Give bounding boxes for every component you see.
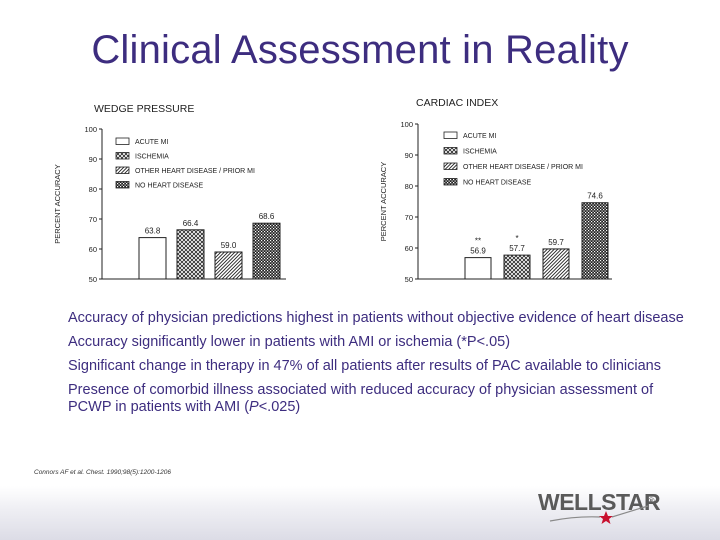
wedge-pressure-chart: WEDGE PRESSURE PERCENT ACCURACY 50 60 70 80 90… (53, 103, 286, 284)
legend-swatch (115, 181, 130, 189)
y-tick-label: 50 (89, 275, 97, 284)
legend-label: ACUTE MI (135, 139, 169, 146)
legend-swatch (443, 131, 458, 139)
bar-value-label: 59.0 (221, 241, 237, 250)
bar (252, 222, 281, 280)
significance-marker: * (515, 234, 518, 243)
y-tick-label: 90 (405, 151, 413, 160)
y-tick-label: 90 (89, 155, 97, 164)
y-axis-label: PERCENT ACCURACY (379, 162, 388, 241)
legend-label: NO HEART DISEASE (135, 183, 204, 190)
citation: Connors AF et al. Chest. 1990;98(5):1200… (34, 469, 171, 476)
y-tick-label: 100 (400, 120, 413, 129)
y-tick-label: 100 (84, 125, 97, 134)
bullet-therapy-change: Significant change in therapy in 47% of … (68, 358, 661, 374)
significance-marker: ** (475, 237, 481, 246)
legend-label: OTHER HEART DISEASE / PRIOR MI (463, 164, 583, 171)
legend-swatch (115, 152, 130, 160)
bar (138, 237, 167, 280)
bar-value-label: 63.8 (145, 227, 161, 236)
y-tick-label: 60 (89, 245, 97, 254)
bar-value-label: 57.7 (509, 244, 525, 253)
legend-swatch (443, 162, 458, 170)
logo-registered-mark: ® (648, 496, 655, 506)
bar (542, 248, 570, 280)
y-tick-label: 70 (89, 215, 97, 224)
bar-value-label: 74.6 (587, 192, 603, 201)
chart-title: CARDIAC INDEX (416, 97, 498, 109)
bar (464, 257, 492, 280)
bullet-comorbid-p: P (249, 399, 259, 415)
y-tick-label: 50 (405, 275, 413, 284)
bar (581, 202, 609, 280)
cardiac-index-chart: CARDIAC INDEX PERCENT ACCURACY 50 60 70 80 90 1… (379, 97, 612, 284)
slide-title: Clinical Assessment in Reality (91, 28, 629, 72)
legend-swatch (443, 178, 458, 186)
legend-label: ACUTE MI (463, 133, 497, 140)
legend-swatch (443, 147, 458, 155)
bar (503, 254, 531, 280)
bar-value-label: 66.4 (183, 219, 199, 228)
legend-swatch (115, 166, 130, 174)
bullet-accuracy-highest: Accuracy of physician predictions highes… (68, 310, 684, 326)
bullet-accuracy-lower: Accuracy significantly lower in patients… (68, 334, 511, 350)
legend-label: NO HEART DISEASE (463, 180, 532, 187)
star-swoosh-icon (549, 505, 649, 524)
y-tick-label: 60 (405, 244, 413, 253)
y-tick-label: 80 (89, 185, 97, 194)
y-tick-label: 80 (405, 182, 413, 191)
bullet-list: Accuracy of physician predictions highes… (68, 310, 698, 423)
y-axis-label: PERCENT ACCURACY (53, 164, 62, 243)
legend-swatch (115, 137, 130, 145)
chart-title: WEDGE PRESSURE (94, 103, 194, 115)
bullet-comorbid-pvalue: <.025) (258, 399, 301, 415)
legend-label: OTHER HEART DISEASE / PRIOR MI (135, 168, 255, 175)
logo-wordmark: WELLSTAR (538, 489, 661, 515)
legend-label: ISCHEMIA (135, 154, 169, 161)
bar (214, 251, 243, 280)
y-tick-label: 70 (405, 213, 413, 222)
footer-band (0, 486, 720, 540)
bar-value-label: 68.6 (259, 212, 275, 221)
bullet-comorbid-text: Presence of comorbid illness associated … (68, 382, 654, 415)
bar-value-label: 56.9 (470, 247, 486, 256)
bar-value-label: 59.7 (548, 238, 564, 247)
legend-label: ISCHEMIA (463, 149, 497, 156)
wellstar-logo: WELLSTAR ® (538, 489, 661, 524)
bullet-comorbid-illness: Presence of comorbid illness associated … (68, 382, 698, 416)
bar (176, 229, 205, 280)
